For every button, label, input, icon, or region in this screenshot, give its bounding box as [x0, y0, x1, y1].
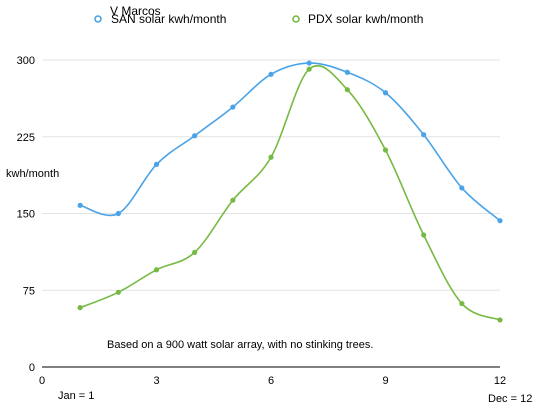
- x-end-note: Dec = 12: [488, 393, 532, 405]
- data-point: [268, 71, 274, 77]
- x-tick-label: 12: [494, 375, 506, 387]
- data-point: [115, 210, 121, 217]
- data-point: [421, 132, 427, 138]
- data-point: [77, 305, 83, 311]
- x-tick-label: 0: [39, 375, 45, 387]
- data-point: [421, 232, 427, 238]
- data-point: [459, 185, 465, 191]
- legend-label-san: SAN solar kwh/month: [111, 12, 226, 26]
- series-lines: [77, 60, 503, 323]
- data-point: [268, 154, 274, 160]
- chart-title: V Marcos: [110, 4, 161, 18]
- series-1: [77, 64, 503, 323]
- x-tick-label: 3: [153, 375, 159, 387]
- x-tick-labels: 0 3 6 9 12: [39, 375, 506, 387]
- data-point: [230, 197, 236, 203]
- data-point: [382, 147, 389, 153]
- chart-annotation: Based on a 900 watt solar array, with no…: [107, 339, 373, 351]
- legend-marker-san: [94, 15, 102, 23]
- y-tick-label: 300: [17, 55, 35, 67]
- legend-item-san: SAN solar kwh/month: [94, 12, 226, 26]
- series-0: [77, 60, 503, 224]
- series-line: [79, 64, 501, 321]
- y-tick-labels: 0 75 150 225 300: [17, 55, 35, 374]
- x-tick-label: 6: [268, 375, 274, 387]
- data-point: [306, 66, 312, 72]
- y-tick-label: 0: [29, 362, 35, 374]
- data-point: [192, 133, 198, 139]
- data-point: [382, 90, 389, 96]
- data-point: [497, 218, 503, 224]
- y-tick-label: 150: [17, 209, 35, 221]
- data-point: [153, 161, 160, 167]
- data-point: [77, 202, 83, 208]
- x-start-note: Jan = 1: [58, 390, 94, 402]
- data-point: [344, 69, 350, 75]
- data-point: [192, 249, 198, 255]
- gridlines: [42, 59, 500, 291]
- data-point: [230, 104, 236, 110]
- legend-item-pdx: PDX solar kwh/month: [292, 12, 423, 26]
- data-point: [459, 300, 465, 307]
- data-point: [153, 267, 160, 273]
- data-point: [306, 60, 312, 66]
- data-point: [497, 317, 503, 323]
- y-tick-label: 75: [23, 285, 35, 297]
- y-axis-label: kwh/month: [6, 168, 59, 180]
- legend-label-pdx: PDX solar kwh/month: [308, 12, 423, 26]
- legend: SAN solar kwh/month PDX solar kwh/month: [94, 12, 423, 26]
- series-line: [79, 62, 501, 222]
- y-tick-label: 225: [17, 132, 35, 144]
- legend-marker-pdx: [292, 15, 300, 23]
- x-tick-label: 9: [382, 375, 388, 387]
- data-point: [115, 289, 121, 295]
- data-point: [344, 87, 350, 93]
